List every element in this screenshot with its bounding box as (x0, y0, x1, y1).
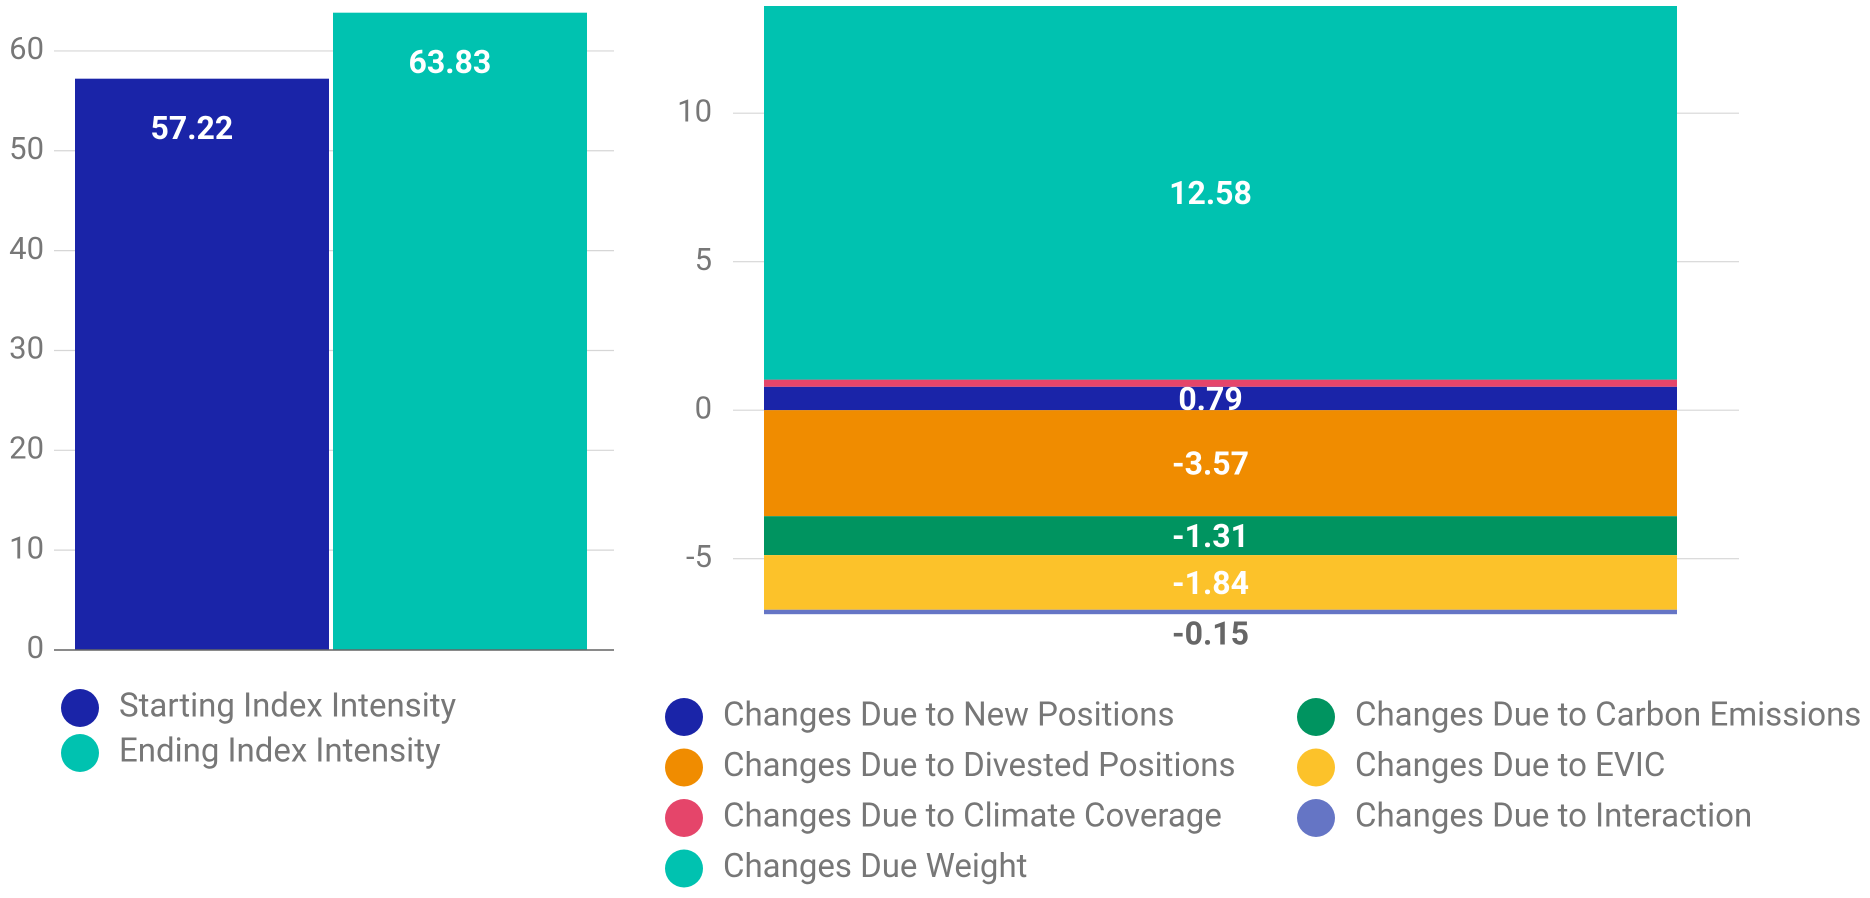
stack-segment (764, 555, 1677, 610)
value-label: -1.84 (1172, 564, 1249, 602)
stack-segment (764, 379, 1677, 387)
legend-marker (665, 698, 703, 736)
y-tick-label: -5 (686, 538, 712, 575)
y-tick-label: 50 (9, 130, 44, 167)
value-label: 12.58 (1169, 174, 1252, 212)
y-tick-label: 5 (695, 241, 712, 278)
stack-segment (764, 6, 1677, 380)
stack-segment (764, 609, 1677, 615)
legend-label: Starting Index Intensity (119, 687, 457, 726)
stack-segment (764, 410, 1677, 517)
stack-segment (764, 386, 1677, 411)
legend-marker (61, 689, 99, 727)
y-tick-label: 10 (9, 529, 44, 566)
legend-marker (665, 748, 703, 787)
legend-label: Changes Due to Carbon Emissions (1355, 696, 1861, 735)
legend-label: Ending Index Intensity (119, 732, 441, 771)
value-label: -3.57 (1172, 445, 1249, 483)
legend-label: Changes Due to Climate Coverage (723, 797, 1222, 836)
y-tick-label: 10 (677, 92, 712, 129)
legend-marker (1297, 698, 1335, 736)
y-tick-label: 30 (9, 330, 44, 367)
bar (333, 12, 587, 650)
legend-marker (665, 849, 703, 888)
value-label: 57.22 (150, 109, 233, 147)
value-label: -1.31 (1172, 517, 1249, 555)
legend-label: Changes Due Weight (723, 847, 1027, 886)
legend-marker (61, 734, 99, 772)
bar (75, 78, 329, 650)
y-tick-label: 60 (9, 30, 44, 67)
legend-label: Changes Due to Interaction (1355, 797, 1752, 836)
y-tick-label: 0 (27, 629, 44, 666)
value-label: -0.15 (1172, 615, 1249, 653)
legend-marker (665, 799, 703, 837)
y-tick-label: 40 (9, 230, 44, 267)
y-tick-label: 0 (695, 389, 712, 426)
legend-label: Changes Due to New Positions (723, 696, 1175, 735)
legend-label: Changes Due to Divested Positions (723, 746, 1236, 785)
legend-marker (1297, 748, 1335, 787)
value-label: 63.83 (408, 43, 491, 81)
legend-label: Changes Due to EVIC (1355, 746, 1665, 785)
y-tick-label: 20 (9, 429, 44, 466)
legend-marker (1297, 799, 1335, 837)
stack-segment (764, 516, 1677, 556)
